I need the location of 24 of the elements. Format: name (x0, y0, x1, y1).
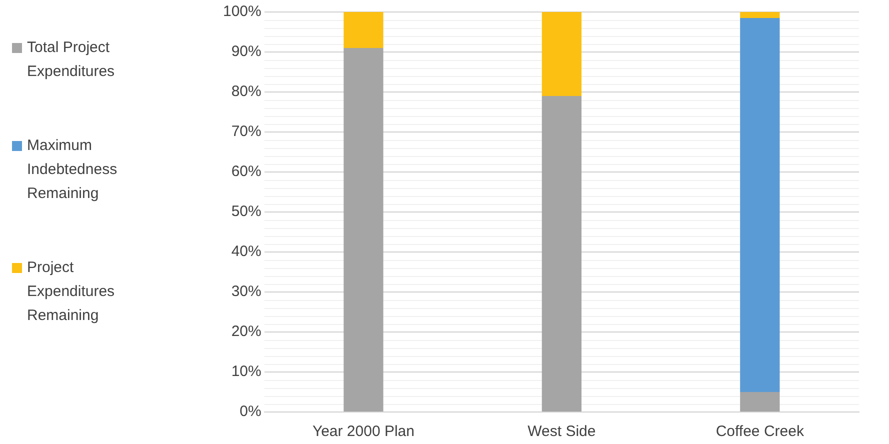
y-tick-label: 90% (231, 43, 262, 60)
y-tick-label: 40% (231, 243, 262, 260)
y-tick-label: 10% (231, 363, 262, 380)
bar (344, 12, 384, 48)
y-tick-label: 50% (231, 203, 262, 220)
x-tick-label: Coffee Creek (716, 423, 804, 440)
x-tick-label: Year 2000 Plan (312, 423, 414, 440)
y-tick-label: 30% (231, 283, 262, 300)
y-tick-label: 60% (231, 163, 262, 180)
y-tick-label: 70% (231, 123, 262, 140)
legend-label: Total Project Expenditures (27, 38, 116, 82)
bar (542, 12, 582, 96)
bar (542, 96, 582, 412)
y-tick-label: 20% (231, 323, 262, 340)
bar (740, 18, 780, 392)
y-tick-label: 0% (240, 403, 262, 420)
x-tick-label: West Side (528, 423, 596, 440)
bar (344, 48, 384, 412)
bar (740, 12, 780, 18)
legend-label: Maximum Indebtedness Remaining (27, 136, 118, 204)
y-tick-label: 100% (222, 3, 262, 20)
y-tick-label: 80% (231, 83, 262, 100)
bar (740, 392, 780, 412)
legend-label: Project Expenditures Remaining (27, 258, 116, 326)
